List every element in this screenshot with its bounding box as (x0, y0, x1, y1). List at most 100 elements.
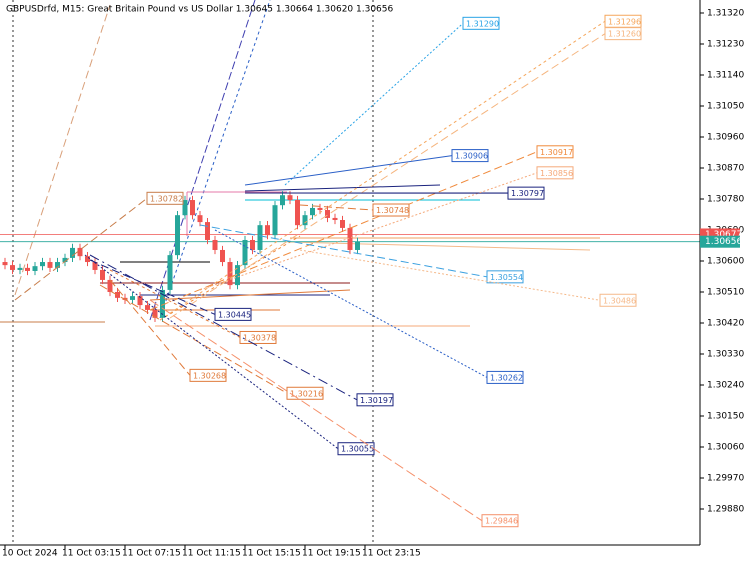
candle-body (242, 239, 248, 266)
annotation-label: 1.30782 (150, 194, 183, 203)
annotation-label: 1.30917 (540, 148, 573, 157)
trend-line (299, 204, 374, 211)
trend-line (159, 20, 606, 321)
candle-body (25, 267, 30, 271)
candle-body (32, 266, 38, 271)
candle-body (272, 205, 278, 236)
candle-body (160, 289, 165, 318)
candle-body (310, 207, 315, 216)
drawing-line (159, 0, 271, 319)
annotation-box (536, 145, 574, 159)
x-tick-label: 11 Oct 03:15 (62, 549, 121, 559)
candle-body (340, 220, 345, 228)
candle-body (197, 215, 203, 223)
candle-body (295, 200, 300, 226)
annotation-label: 1.30445 (218, 310, 251, 319)
trend-line (99, 284, 288, 394)
y-tick-label: 1.31140 (707, 70, 744, 80)
trend-line (199, 224, 488, 278)
trend-line (199, 172, 538, 291)
annotation-box (189, 368, 227, 382)
drawing-line (14, 4, 111, 296)
candle-body (2, 262, 8, 266)
trend-line (169, 33, 606, 319)
candle-body (47, 262, 53, 268)
annotation-label: 1.30216 (290, 389, 323, 398)
candle-body (347, 227, 353, 250)
price-tag-label: 1.30677 (705, 230, 742, 240)
annotation-label: 1.30197 (360, 396, 393, 405)
candle-body (70, 247, 75, 258)
annotation-label: 1.31260 (608, 30, 641, 39)
y-tick-label: 1.30960 (707, 132, 744, 142)
candle-body (235, 265, 240, 286)
trend-line (89, 259, 216, 315)
candle-body (332, 217, 338, 221)
candle-body (167, 255, 173, 290)
x-tick-label: 10 Oct 2024 (2, 549, 58, 559)
trend-line (214, 229, 488, 378)
candle-body (92, 262, 98, 270)
annotation-label: 1.30268 (193, 371, 226, 380)
annotation-box (604, 27, 642, 41)
trend-line (244, 155, 453, 186)
annotation-label: 1.30262 (490, 373, 523, 382)
trend-line (284, 22, 464, 186)
annotation-box (486, 370, 524, 384)
candle-body (122, 297, 128, 300)
y-tick-label: 1.30240 (707, 380, 744, 390)
y-tick-label: 1.30420 (707, 318, 744, 328)
drawing-line (289, 241, 591, 251)
trend-line (149, 151, 538, 311)
annotation-box (146, 191, 184, 205)
candle-body (85, 256, 90, 263)
candle-body (257, 225, 263, 250)
trend-line (109, 279, 191, 376)
candle-body (100, 269, 105, 280)
drawing-line (149, 289, 351, 301)
y-tick-label: 1.30600 (707, 256, 744, 266)
annotation-label: 1.30554 (490, 273, 523, 282)
candle-body (287, 195, 293, 201)
candle-body (145, 305, 150, 310)
candle-body (265, 225, 270, 236)
candle-body (205, 222, 210, 240)
candle-body (280, 195, 285, 206)
annotation-label: 1.30906 (455, 152, 488, 161)
annotation-box (372, 203, 410, 217)
annotation-box (481, 514, 519, 528)
x-tick-label: 11 Oct 23:15 (362, 549, 421, 559)
candle-body (227, 262, 233, 286)
annotation-label: 1.31290 (466, 19, 499, 28)
annotation-box (356, 393, 394, 407)
candle-body (250, 239, 255, 250)
annotation-label: 1.30748 (376, 206, 409, 215)
candle-body (212, 239, 218, 250)
candle-body (107, 279, 113, 292)
y-tick-label: 1.29880 (707, 505, 744, 515)
annotation-box (214, 307, 252, 321)
drawing-line (244, 184, 441, 192)
candle-body (302, 215, 308, 226)
candle-body (77, 247, 83, 257)
y-tick-label: 1.30870 (707, 163, 744, 173)
candle-body (175, 215, 180, 256)
annotation-label: 1.30055 (341, 445, 374, 454)
annotation-box (536, 166, 574, 180)
price-tag (700, 235, 740, 248)
y-tick-label: 1.30150 (707, 412, 744, 422)
candle-body (40, 262, 45, 267)
x-tick-label: 11 Oct 11:15 (182, 549, 241, 559)
trend-line (299, 249, 601, 301)
plot: 1.31290 1.31296 1.31260 1.30906 1.30917 1.308… (0, 0, 700, 528)
annotation-label: 1.31296 (608, 17, 641, 26)
trend-line (109, 269, 241, 338)
candle-body (10, 265, 15, 270)
chart-title: GBPUSDrfd, M15: Great Britain Pound vs U… (6, 5, 393, 15)
x-tick-label: 11 Oct 19:15 (302, 549, 361, 559)
annotation-label: 1.30856 (540, 169, 573, 178)
candle-body (220, 249, 225, 263)
annotation-box (507, 186, 545, 200)
annotation-label: 1.30486 (603, 296, 636, 305)
